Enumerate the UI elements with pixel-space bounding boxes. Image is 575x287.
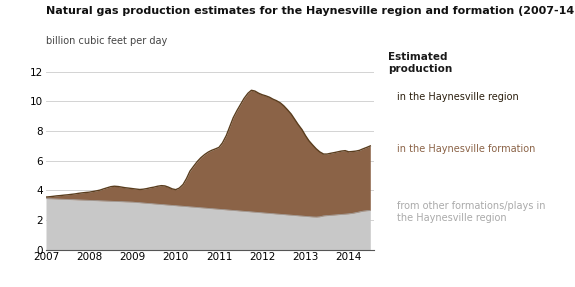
Text: in the Haynesville formation: in the Haynesville formation <box>397 144 535 154</box>
Text: in the Haynesville region: in the Haynesville region <box>397 92 519 102</box>
Text: from other formations/plays in
the Haynesville region: from other formations/plays in the Hayne… <box>397 201 545 223</box>
Text: Natural gas production estimates for the Haynesville region and formation (2007-: Natural gas production estimates for the… <box>46 6 575 16</box>
Text: Estimated
production: Estimated production <box>388 52 453 74</box>
Text: billion cubic feet per day: billion cubic feet per day <box>46 36 167 46</box>
